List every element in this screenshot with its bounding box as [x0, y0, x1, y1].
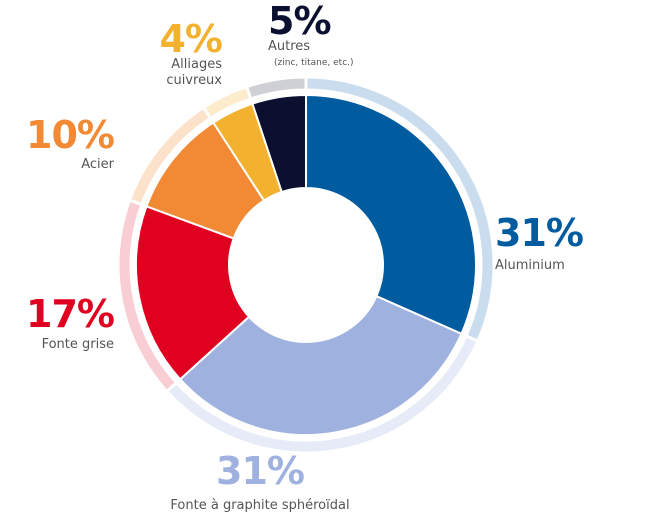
fonte-graphite-name: Fonte à graphite sphéroïdal — [170, 498, 350, 513]
slice-aluminium — [305, 93, 477, 336]
label-autres: 5% Autres (zinc, titane, etc.) — [268, 2, 388, 69]
aluminium-value: 31% — [495, 211, 584, 255]
label-aluminium: 31% Aluminium — [495, 214, 645, 274]
label-fonte-graphite: 31% Fonte à graphite sphéroïdal — [110, 452, 410, 514]
label-fonte-grise: 17% Fonte grise — [10, 292, 115, 353]
autres-note: (zinc, titane, etc.) — [274, 58, 354, 68]
aluminium-name: Aluminium — [495, 258, 565, 273]
slice-fonte-grise — [135, 205, 251, 381]
autres-value: 5% — [268, 0, 332, 43]
alliages-value: 4% — [159, 17, 223, 61]
slice-autres — [251, 93, 307, 194]
fonte-grise-name: Fonte grise — [41, 337, 114, 352]
ring-segment-autres — [244, 75, 308, 101]
label-alliages: 4% Alliages cuivreux — [140, 17, 223, 89]
label-acier: 10% Acier — [10, 113, 115, 173]
alliages-name-line2: cuivreux — [166, 73, 222, 88]
slice-fonte-a-graphite-spheroidal — [178, 294, 463, 436]
alliages-name-line1: Alliages — [171, 57, 222, 72]
autres-name: Autres — [268, 39, 311, 54]
acier-name: Acier — [81, 157, 114, 172]
acier-value: 10% — [26, 113, 115, 157]
fonte-grise-value: 17% — [26, 292, 115, 336]
fonte-graphite-value: 31% — [216, 449, 305, 493]
